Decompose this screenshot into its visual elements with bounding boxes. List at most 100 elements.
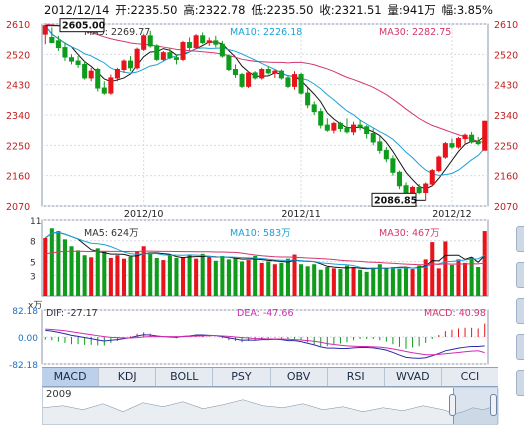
price-tick-label-right: 2520 — [494, 50, 518, 61]
ma30-legend: MA30: 2282.75 — [379, 27, 451, 38]
candle-body — [390, 158, 396, 173]
side-scroll-button[interactable] — [516, 334, 524, 360]
tab-rsi[interactable]: RSI — [328, 368, 385, 386]
volume-bar — [285, 258, 290, 296]
candle-body — [213, 40, 219, 45]
volume-bar — [89, 257, 94, 296]
macd-tick-label: 0.00 — [18, 334, 38, 344]
volume-bar — [253, 255, 258, 296]
candle-body — [351, 124, 357, 133]
volume-bar — [43, 237, 48, 296]
candle-body — [285, 77, 291, 87]
volume-bar — [305, 266, 310, 296]
volume-bar — [423, 259, 428, 296]
ma5-line — [44, 25, 486, 190]
quote-high: 高:2322.78 — [183, 3, 246, 17]
candle-body — [173, 57, 179, 60]
volume-tick-label: 8 — [30, 238, 36, 248]
candle-body — [200, 35, 206, 44]
candle-body — [219, 43, 225, 57]
volume-bar — [463, 262, 468, 296]
volume-bar — [82, 255, 87, 296]
navigator-left-handle[interactable] — [449, 394, 456, 416]
volume-bar — [233, 258, 238, 296]
price-tick-label-left: 2250 — [6, 141, 30, 152]
volume-bar — [102, 251, 107, 296]
price-tick-label-right: 2430 — [494, 81, 518, 92]
candle-body — [265, 69, 271, 74]
candle-body — [305, 92, 311, 106]
side-scroll-button[interactable] — [516, 262, 524, 288]
tab-kdj[interactable]: KDJ — [99, 368, 157, 386]
volume-bar — [338, 269, 343, 296]
low-annotation: 2086.85 — [374, 195, 417, 206]
side-scroll-button[interactable] — [516, 370, 524, 396]
side-scroll-button[interactable] — [516, 298, 524, 324]
volume-bar — [259, 262, 264, 296]
dea-line — [45, 328, 485, 356]
volume-bar — [161, 260, 166, 296]
volume-bar — [141, 246, 146, 296]
tab-cci[interactable]: CCI — [460, 370, 480, 383]
tab-obv[interactable]: OBV — [271, 368, 328, 386]
candle-body — [147, 35, 153, 47]
volume-bar — [292, 254, 297, 296]
volume-bar — [299, 264, 304, 296]
candle-body — [239, 74, 245, 87]
range-navigator[interactable]: 2009 — [42, 387, 499, 425]
volume-bar — [115, 255, 120, 296]
side-scroll-button[interactable] — [516, 226, 524, 252]
tab-macd[interactable]: MACD — [42, 368, 100, 386]
candle-body — [95, 69, 101, 89]
navigator-right-handle[interactable] — [490, 394, 497, 416]
quote-header: 2012/12/14 开:2235.50 高:2322.78 低:2235.50 收:2… — [44, 2, 499, 18]
candle-body — [475, 141, 481, 145]
high-annotation: 2605.00 — [62, 21, 106, 32]
date-tick-label: 2012/11 — [281, 209, 320, 220]
volume-bar — [482, 231, 487, 296]
volume-bar — [246, 260, 251, 296]
volume-ma5-legend: MA5: 624万 — [84, 228, 139, 239]
volume-bar — [417, 265, 422, 296]
tab-psy[interactable]: PSY — [213, 368, 271, 386]
volume-tick-label: 11 — [30, 217, 41, 227]
tab-wvad[interactable]: WVAD — [385, 368, 442, 386]
volume-bar — [240, 261, 245, 296]
volume-bar — [377, 264, 382, 296]
candle-body — [68, 57, 75, 62]
ma5-legend: MA5: 2269.77 — [84, 27, 150, 38]
candle-body — [49, 36, 55, 44]
candle-body — [246, 72, 252, 87]
candle-body — [167, 52, 173, 59]
price-tick-label-left: 2070 — [6, 202, 30, 213]
volume-bar — [456, 259, 461, 296]
volume-bar — [266, 261, 271, 296]
candle-body — [469, 134, 475, 143]
price-tick-label-left: 2430 — [6, 81, 30, 92]
candle-body — [259, 69, 265, 79]
volume-bar — [410, 269, 415, 296]
candle-body — [436, 156, 442, 172]
volume-bar — [76, 250, 81, 296]
price-tick-label-right: 2070 — [494, 202, 518, 213]
date-tick-label: 2012/10 — [124, 209, 163, 220]
candle-body — [462, 134, 468, 140]
candle-body — [252, 72, 258, 79]
volume-bar — [95, 248, 100, 296]
macd-tick-label: 82.18 — [12, 307, 38, 317]
quote-open: 开:2235.50 — [115, 3, 178, 17]
candle-body — [108, 77, 114, 94]
volume-bar — [371, 267, 376, 296]
volume-bar — [226, 259, 231, 296]
tab-boll[interactable]: BOLL — [156, 368, 214, 386]
volume-bar — [430, 242, 435, 296]
volume-bar — [384, 268, 389, 296]
volume-bar — [358, 269, 363, 296]
candle-body — [344, 127, 350, 133]
candle-body — [357, 124, 363, 128]
volume-bar — [449, 264, 454, 296]
volume-bar — [272, 264, 277, 296]
volume-bar — [331, 268, 336, 296]
